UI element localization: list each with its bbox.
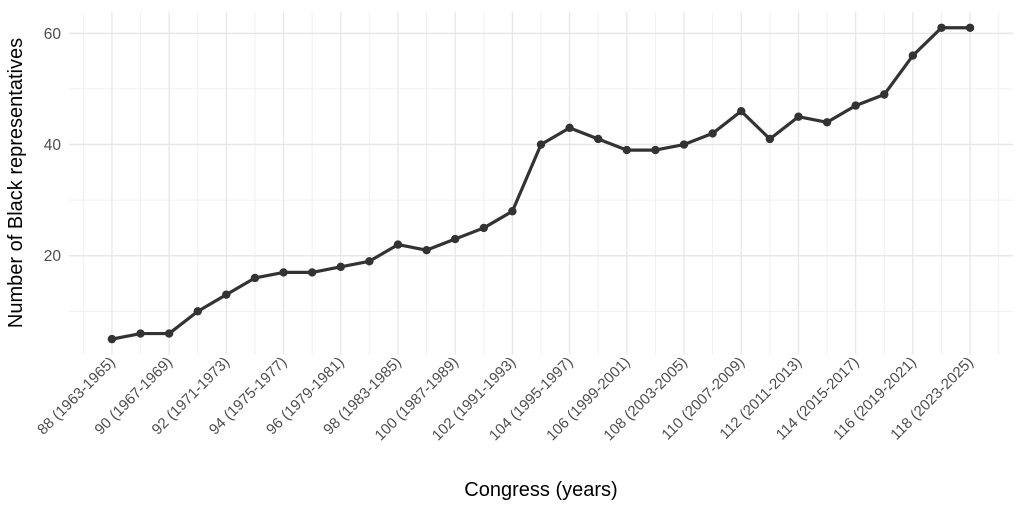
data-point [622,145,632,155]
data-point [851,101,860,110]
data-point [193,307,202,316]
y-axis-title: Number of Black representatives [5,38,27,328]
data-point [422,245,431,255]
data-point [765,134,775,144]
data-point [307,268,317,277]
data-point [679,140,689,149]
data-point [222,290,231,299]
y-tick-label: 20 [44,248,62,265]
y-tick-label: 40 [44,137,62,154]
y-axis-tick-labels: 20 40 60 [44,26,62,265]
data-point [708,129,717,138]
x-axis-tick-labels: 88 (1963-1965)90 (1967-1969)92 (1971-197… [34,354,977,444]
data-point [565,123,574,133]
data-point [794,112,803,121]
data-point [880,90,889,99]
data-point [908,51,918,60]
data-point [479,223,488,233]
data-point [107,334,117,344]
data-point [164,329,174,338]
y-tick-label: 60 [44,26,62,43]
data-series [107,23,975,344]
data-point [737,106,746,116]
data-point [965,23,975,32]
data-point [508,207,517,216]
data-point [393,240,403,249]
data-point [336,262,345,272]
data-point [822,118,832,127]
data-point [365,257,374,266]
x-axis-title: Congress (years) [464,479,617,501]
data-point [937,23,946,32]
data-point [136,329,145,338]
data-point [651,145,660,155]
data-point [594,134,603,144]
data-point [250,273,260,283]
data-point [450,234,460,244]
data-point [536,140,546,149]
data-point [279,268,288,277]
